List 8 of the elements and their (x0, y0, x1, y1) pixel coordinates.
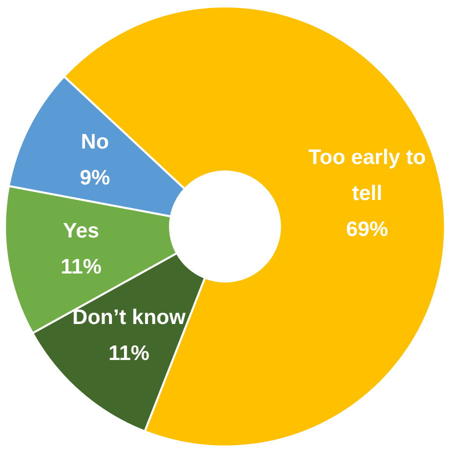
data-label: 69% (346, 218, 388, 242)
slice-label: No (80, 130, 109, 154)
slice-label: Don’t know (72, 306, 186, 329)
slice-label: Yes (63, 220, 100, 243)
data-label: 9% (80, 166, 110, 190)
slice-label: Too early to tell (308, 146, 426, 206)
data-label: 11% (60, 256, 102, 279)
data-label: 11% (108, 342, 150, 365)
